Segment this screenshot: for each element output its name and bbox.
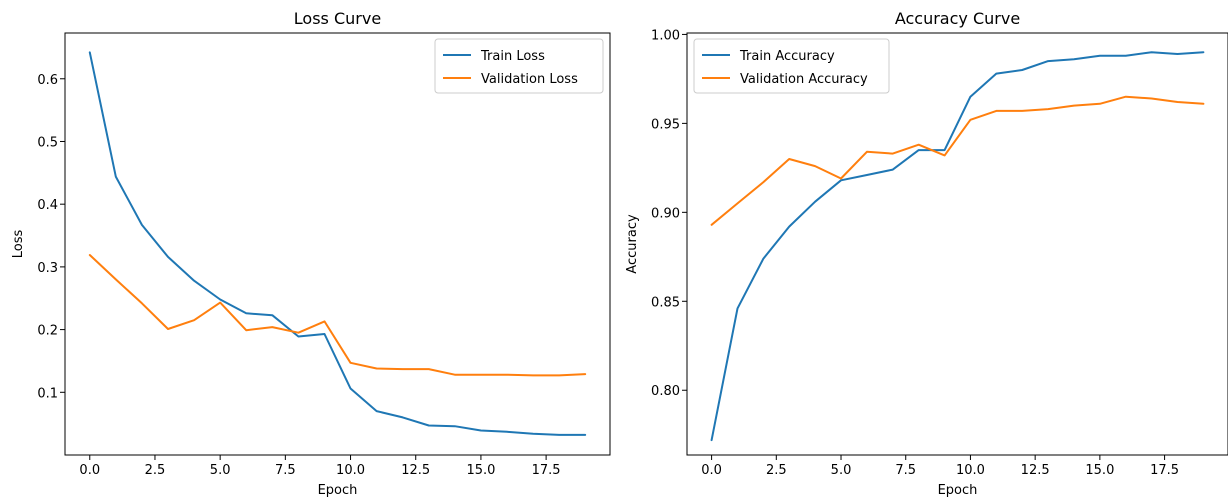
x-tick-label: 15.0 (466, 463, 495, 478)
series-line-validation-loss (88, 254, 587, 377)
chart-panel-1: Accuracy Curve 0.0 2.5 5.0 7.5 10.0 12.5 15.0 17… (625, 9, 1228, 498)
y-tick-label: 0.90 (651, 206, 680, 221)
x-tick-label: 2.5 (145, 463, 166, 478)
x-axis-label: Epoch (938, 483, 978, 498)
chart-title: Accuracy Curve (895, 9, 1020, 28)
x-tick-label: 5.0 (831, 463, 852, 478)
legend-box (693, 38, 890, 94)
x-tick-label: 0.0 (79, 463, 100, 478)
x-tick-label: 7.5 (275, 463, 296, 478)
legend-label: Train Loss (480, 49, 545, 64)
legend-label: Validation Accuracy (740, 72, 868, 87)
x-tick-label: 10.0 (336, 463, 365, 478)
series-line-train-loss (88, 51, 587, 436)
legend: Train Loss Validation Loss (434, 38, 604, 94)
plot-frame (686, 32, 1228, 456)
x-tick-label: 10.0 (956, 463, 985, 478)
x-axis-label: Epoch (318, 483, 358, 498)
plot-frame (64, 32, 611, 456)
x-tick-label: 0.0 (701, 463, 722, 478)
x-tick-label: 17.5 (1150, 463, 1179, 478)
x-tick-label: 2.5 (766, 463, 787, 478)
y-tick-label: 0.85 (651, 295, 680, 310)
y-tick-label: 0.2 (37, 324, 58, 339)
x-tick-label: 17.5 (532, 463, 561, 478)
chart-panel-0: Loss Curve 0.0 2.5 5.0 7.5 10.0 12.5 15.0 17.5 Ep… (11, 9, 611, 498)
y-tick-label: 0.4 (37, 198, 58, 213)
y-tick-label: 0.1 (37, 386, 58, 401)
legend-label: Validation Loss (481, 72, 578, 87)
y-tick-label: 0.6 (37, 73, 58, 88)
x-tick-label: 12.5 (1021, 463, 1050, 478)
x-tick-label: 15.0 (1085, 463, 1114, 478)
series-line-train-accuracy (710, 51, 1205, 442)
y-axis-label: Loss (11, 230, 26, 259)
x-tick-label: 5.0 (210, 463, 231, 478)
legend-label: Train Accuracy (739, 49, 835, 64)
y-tick-label: 1.00 (651, 28, 680, 43)
legend: Train Accuracy Validation Accuracy (693, 38, 890, 94)
y-tick-label: 0.95 (651, 117, 680, 132)
x-tick-label: 7.5 (895, 463, 916, 478)
series-line-validation-accuracy (710, 95, 1205, 226)
y-tick-label: 0.3 (37, 261, 58, 276)
y-axis-label: Accuracy (625, 214, 640, 274)
y-tick-label: 0.5 (37, 135, 58, 150)
x-tick-label: 12.5 (401, 463, 430, 478)
chart-title: Loss Curve (294, 9, 381, 28)
legend-box (434, 38, 604, 94)
y-tick-label: 0.80 (651, 384, 680, 399)
